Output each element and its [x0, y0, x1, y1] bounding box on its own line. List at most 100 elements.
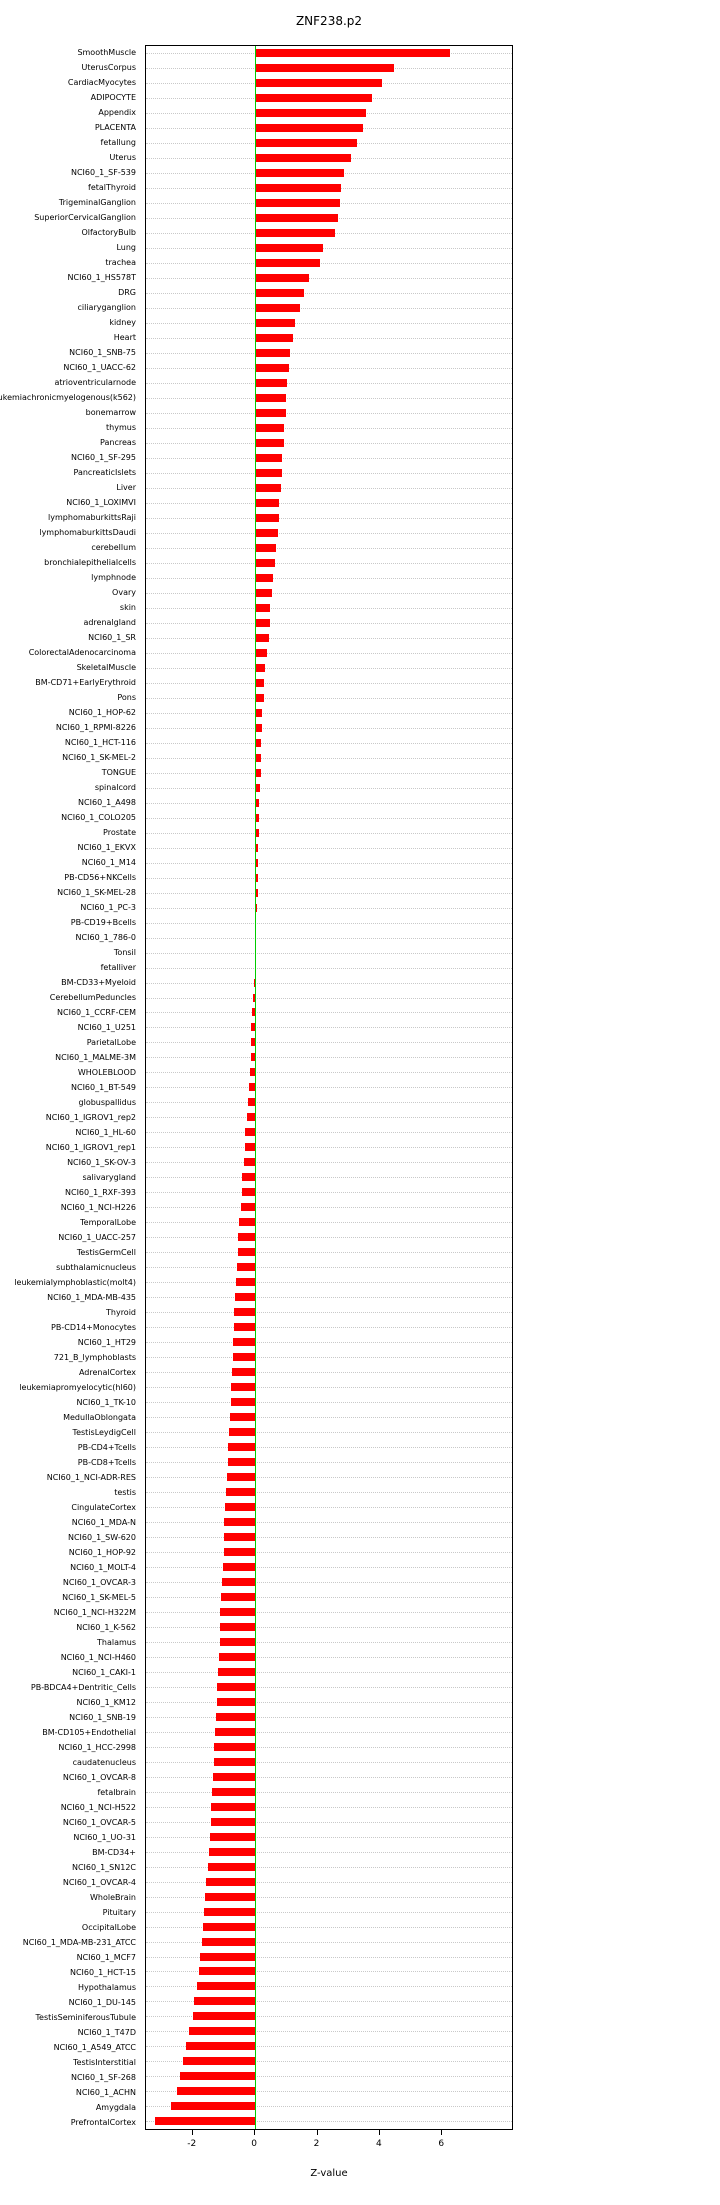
bar: [186, 2042, 255, 2051]
category-label: NCI60_1_UACC-257: [58, 1232, 136, 1242]
category-label: NCI60_1_BT-549: [71, 1082, 136, 1092]
category-label: NCI60_1_SR: [88, 632, 136, 642]
bar-row: [146, 1919, 512, 1934]
category-label: globuspallidus: [78, 1097, 136, 1107]
category-label: Thalamus: [96, 1637, 136, 1647]
category-label: NCI60_1_K-562: [76, 1622, 136, 1632]
category-label: PB-CD8+Tcells: [77, 1457, 136, 1467]
bar-row: [146, 1155, 512, 1170]
bar: [254, 424, 284, 433]
category-label: leukemiachronicmyelogenous(k562): [0, 392, 136, 402]
category-label: NCI60_1_SK-OV-3: [67, 1157, 136, 1167]
bar: [254, 708, 263, 717]
bar: [254, 304, 300, 313]
bar: [254, 319, 295, 328]
category-label: NCI60_1_A498: [78, 797, 136, 807]
category-label: ParietalLobe: [86, 1037, 136, 1047]
bar-row: [146, 2039, 512, 2054]
category-label: NCI60_1_UO-31: [73, 1832, 136, 1842]
bar-row: [146, 1784, 512, 1799]
bar: [180, 2072, 255, 2081]
bar: [254, 618, 271, 627]
bar-row: [146, 1290, 512, 1305]
category-label: DRG: [118, 287, 136, 297]
bar-row: [146, 615, 512, 630]
category-label: lymphomaburkittsRaji: [48, 512, 136, 522]
bar-row: [146, 1185, 512, 1200]
category-label: NCI60_1_NCI-H522: [60, 1802, 136, 1812]
bar-row: [146, 121, 512, 136]
bar: [239, 1218, 255, 1227]
category-label: 721_B_lymphoblasts: [53, 1352, 136, 1362]
bar: [208, 1847, 255, 1856]
bar: [221, 1592, 255, 1601]
bar-row: [146, 1829, 512, 1844]
category-label: NCI60_1_HOP-92: [68, 1547, 136, 1557]
bar: [235, 1278, 255, 1287]
bar-row: [146, 1679, 512, 1694]
bar: [231, 1383, 255, 1392]
bar-row: [146, 1709, 512, 1724]
bar: [254, 169, 345, 178]
bar-row: [146, 1754, 512, 1769]
category-label: salivarygland: [82, 1172, 136, 1182]
category-label: caudatenucleus: [72, 1757, 136, 1767]
bar-row: [146, 151, 512, 166]
category-label: PB-BDCA4+Dentritic_Cells: [30, 1682, 136, 1692]
bar-row: [146, 331, 512, 346]
category-label: NCI60_1_HCC-2998: [58, 1742, 136, 1752]
bar: [250, 1053, 255, 1062]
bar-row: [146, 376, 512, 391]
bar: [240, 1203, 255, 1212]
bar-row: [146, 585, 512, 600]
bar: [254, 454, 283, 463]
bar: [253, 978, 255, 987]
bar: [197, 1982, 255, 1991]
category-label: NCI60_1_SK-MEL-28: [57, 887, 136, 897]
category-label: PB-CD14+Monocytes: [51, 1322, 136, 1332]
bar: [233, 1323, 255, 1332]
category-label: NCI60_1_CCRF-CEM: [57, 1007, 136, 1017]
bar-rows-container: [146, 46, 512, 2129]
bar-row: [146, 1110, 512, 1125]
category-label: ciliaryganglion: [77, 302, 136, 312]
category-label: WholeBrain: [90, 1892, 136, 1902]
category-label: NCI60_1_HCT-15: [69, 1967, 136, 1977]
category-label: Liver: [116, 482, 136, 492]
bar-row: [146, 795, 512, 810]
bar-row: [146, 211, 512, 226]
bar: [254, 588, 272, 597]
bar-row: [146, 1619, 512, 1634]
category-label: TestisLeydigCell: [72, 1427, 136, 1437]
x-axis-tick-marks: [145, 2130, 513, 2135]
bar: [254, 858, 258, 867]
category-label: NCI60_1_A549_ATCC: [53, 2042, 136, 2052]
category-label: NCI60_1_IGROV1_rep2: [45, 1112, 136, 1122]
category-label: NCI60_1_MDA-N: [71, 1517, 136, 1527]
category-label: NCI60_1_RPMI-8226: [55, 722, 136, 732]
category-label: NCI60_1_LOXIMVI: [66, 497, 136, 507]
bar: [254, 888, 258, 897]
bar: [254, 349, 291, 358]
bar: [238, 1233, 255, 1242]
x-tick-label: 6: [438, 2139, 445, 2149]
bar-row: [146, 1979, 512, 1994]
bar-row: [146, 675, 512, 690]
category-label: Appendix: [98, 107, 136, 117]
bar-row: [146, 960, 512, 975]
bar-row: [146, 1320, 512, 1335]
category-label: NCI60_1_SW-620: [67, 1532, 136, 1542]
bar: [254, 903, 258, 912]
category-label: NCI60_1_NCI-H226: [60, 1202, 136, 1212]
bar-row: [146, 645, 512, 660]
bar-row: [146, 2069, 512, 2084]
bar: [254, 469, 283, 478]
bar: [254, 723, 263, 732]
category-label: NCI60_1_COLO205: [61, 812, 136, 822]
category-label: Prostate: [103, 827, 136, 837]
x-axis-tick: [191, 2130, 193, 2135]
bar-row: [146, 990, 512, 1005]
bar: [219, 1637, 255, 1646]
plot-area: [145, 45, 513, 2130]
category-label: fetalThyroid: [88, 182, 136, 192]
